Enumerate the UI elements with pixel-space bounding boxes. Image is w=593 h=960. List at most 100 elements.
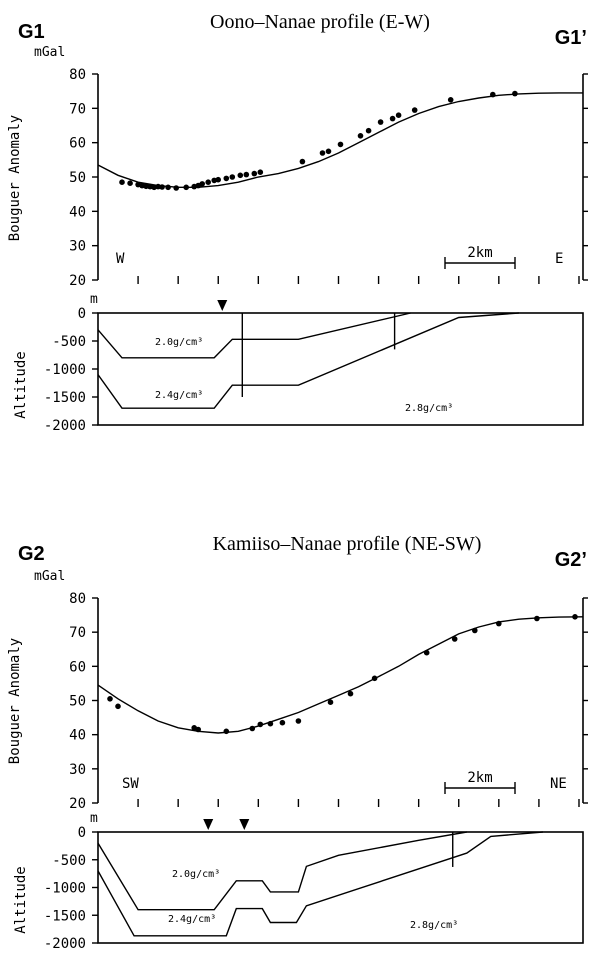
scale-bar-label: 2km xyxy=(467,245,492,261)
observation-point xyxy=(159,184,165,190)
altitude-y-axis-label: Altitude xyxy=(13,866,29,933)
observation-point xyxy=(243,171,250,178)
altitude-unit-label: m xyxy=(90,811,98,826)
direction-left-label: W xyxy=(116,251,125,267)
gravity-plot: 80 70 60 50 40 30 20 W E 2km xyxy=(69,67,588,289)
observation-point xyxy=(279,719,286,726)
observation-point xyxy=(451,636,458,642)
observation-point xyxy=(299,158,306,165)
layer-label-2-8: 2.8g/cm³ xyxy=(410,920,458,931)
layer-boundary-lower xyxy=(97,312,519,409)
gravity-unit-label: mGal xyxy=(34,569,65,584)
observation-point xyxy=(447,97,454,103)
observation-point xyxy=(249,725,256,732)
gravity-y-tick-label: 30 xyxy=(69,762,86,778)
direction-right-label: E xyxy=(555,251,563,267)
gravity-y-tick-label: 60 xyxy=(69,659,86,675)
observation-point xyxy=(205,179,211,185)
profile-g1: G1 Oono–Nanae profile (E-W) G1’ mGal Bou… xyxy=(7,11,588,434)
altitude-y-tick-label: -2000 xyxy=(44,936,86,952)
gravity-y-tick-label: 50 xyxy=(69,170,86,186)
observation-point xyxy=(173,185,179,191)
scale-bar-label: 2km xyxy=(467,770,492,786)
altitude-y-tick-label: -1000 xyxy=(44,362,86,378)
profile-g2: G2 Kamiiso–Nanae profile (NE-SW) G2’ mGa… xyxy=(7,533,588,952)
layer-label-2-0: 2.0g/cm³ xyxy=(172,869,220,880)
observation-point xyxy=(251,170,258,177)
observation-point xyxy=(512,90,518,97)
model-anomaly-curve xyxy=(97,616,584,734)
gravity-y-tick-label: 70 xyxy=(69,625,86,641)
observation-point xyxy=(327,699,334,705)
layer-label-2-4: 2.4g/cm³ xyxy=(155,390,203,401)
observation-point xyxy=(115,703,121,710)
gravity-y-tick-label: 70 xyxy=(69,101,86,117)
observation-point xyxy=(195,726,201,733)
density-model-plot: 0 -500 -1000 -1500 -2000 2.0g/cm³ 2.4g/cm³ 2… xyxy=(44,819,584,952)
altitude-y-tick-label: 0 xyxy=(78,306,86,322)
observation-point xyxy=(229,174,236,180)
observation-point xyxy=(165,184,171,191)
model-frame xyxy=(97,831,584,944)
direction-left-label: SW xyxy=(122,776,139,792)
layer-label-2-8: 2.8g/cm³ xyxy=(405,403,453,414)
station-marker-icon xyxy=(239,819,250,830)
altitude-y-tick-label: -1000 xyxy=(44,881,86,897)
altitude-y-tick-label: -2000 xyxy=(44,418,86,434)
observation-point xyxy=(215,176,221,183)
observation-point xyxy=(223,728,230,735)
observation-point xyxy=(325,148,332,155)
gravity-y-tick-label: 50 xyxy=(69,694,86,710)
gravity-y-axis-label: Bouguer Anomaly xyxy=(7,638,23,764)
observation-point xyxy=(237,172,244,179)
observation-point xyxy=(389,115,396,122)
layer-boundary-upper xyxy=(97,312,411,359)
layer-boundary-upper xyxy=(97,831,467,911)
observation-point xyxy=(490,91,496,98)
layer-label-2-4: 2.4g/cm³ xyxy=(168,914,216,925)
altitude-y-tick-label: -500 xyxy=(52,334,86,350)
observation-point xyxy=(257,169,264,175)
gravity-y-tick-label: 40 xyxy=(69,728,86,744)
density-model-plot: 0 -500 -1000 -1500 -2000 2.0g/cm³ 2.4g/cm³ 2… xyxy=(44,300,584,434)
observation-point xyxy=(127,180,133,186)
observation-point xyxy=(357,133,364,139)
observation-point xyxy=(119,179,125,185)
altitude-y-tick-label: -1500 xyxy=(44,908,86,924)
observation-point xyxy=(223,175,230,182)
observation-point xyxy=(257,721,264,728)
observation-point xyxy=(496,620,502,627)
scale-bar: 2km xyxy=(444,245,516,269)
observation-point xyxy=(371,675,378,682)
gravity-y-tick-label: 60 xyxy=(69,136,86,152)
observation-point xyxy=(572,614,578,620)
gravity-unit-label: mGal xyxy=(34,45,65,60)
observation-point xyxy=(377,119,384,125)
observation-point xyxy=(295,718,302,724)
gravity-y-tick-label: 20 xyxy=(69,273,86,289)
observation-point xyxy=(183,184,189,191)
layer-label-2-0: 2.0g/cm³ xyxy=(155,337,203,348)
gravity-y-tick-label: 80 xyxy=(69,591,86,607)
gravity-y-tick-label: 20 xyxy=(69,796,86,812)
altitude-unit-label: m xyxy=(90,292,98,307)
profile-end-label: G2’ xyxy=(555,549,587,571)
observation-point xyxy=(347,690,354,697)
observation-point xyxy=(199,181,205,187)
profile-end-label: G1’ xyxy=(555,27,587,49)
direction-right-label: NE xyxy=(550,776,567,792)
gravity-plot: 80 70 60 50 40 30 20 SW NE 2km xyxy=(69,591,588,812)
observation-point xyxy=(365,127,372,134)
altitude-y-tick-label: -1500 xyxy=(44,390,86,406)
altitude-y-tick-label: -500 xyxy=(52,853,86,869)
observation-point xyxy=(472,627,478,634)
gravity-y-tick-label: 80 xyxy=(69,67,86,83)
profile-start-label: G1 xyxy=(18,21,45,43)
scale-bar: 2km xyxy=(444,770,516,794)
observation-point xyxy=(267,720,274,727)
layer-boundary-lower xyxy=(97,831,543,937)
gravity-y-tick-label: 40 xyxy=(69,204,86,220)
observation-point xyxy=(319,150,326,156)
profile-start-label: G2 xyxy=(18,543,45,565)
